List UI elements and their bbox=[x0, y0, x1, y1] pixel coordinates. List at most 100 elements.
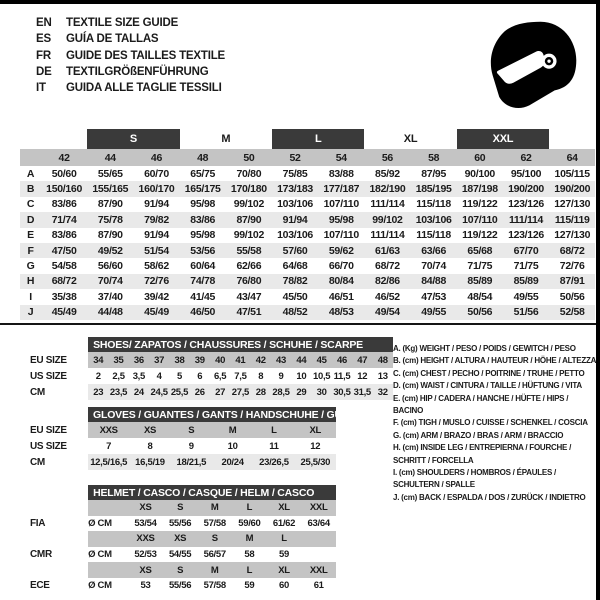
helmet-size-cell: XXL bbox=[301, 562, 336, 578]
shoe-us-cell: 10,5 bbox=[311, 368, 332, 384]
size-header-cell: 44 bbox=[87, 149, 134, 166]
size-cell: 107/110 bbox=[323, 229, 360, 242]
shoe-us-cell: 6,5 bbox=[209, 368, 231, 384]
size-cell: 44/48 bbox=[87, 304, 134, 320]
helmet-value-cell: 53/54 bbox=[128, 515, 163, 532]
size-cell: 76/80 bbox=[225, 273, 272, 290]
size-cell: 84/88 bbox=[410, 273, 457, 290]
size-cell: 72/76 bbox=[133, 273, 180, 290]
page-title-es: GUÍA DE TALLAS bbox=[66, 33, 159, 46]
shoe-cm-cell: 24,5 bbox=[149, 384, 170, 400]
shoe-us-cell: 11,5 bbox=[331, 368, 353, 384]
helmet-fia-values-row: FIA Ø CM 53/54 55/56 57/58 59/60 61/62 63/64 bbox=[20, 515, 336, 532]
size-cell: 79/82 bbox=[133, 212, 180, 228]
size-cell: 170/180 bbox=[225, 181, 272, 197]
helmet-value-cell: 54/55 bbox=[162, 546, 198, 563]
gloves-cm-row: CM 12,5/16,5 16,5/19 18/21,5 20/24 23/26,5 25… bbox=[20, 454, 336, 470]
row-label: F bbox=[20, 242, 41, 259]
page-title-de: TEXTILGRÖßENFÜHRUNG bbox=[66, 65, 209, 78]
size-cell: 85/92 bbox=[375, 167, 400, 180]
shoe-us-cell: 5 bbox=[169, 368, 190, 384]
row-label: C bbox=[26, 198, 35, 211]
gloves-title: GLOVES / GUANTES / GANTS / HANDSCHUHE / … bbox=[88, 407, 336, 422]
shoes-cm-row: CM 23 23,5 24 24,5 25,5 26 27 27,5 28 28,5 29 30 30,… bbox=[20, 384, 393, 400]
helmet-value-cell: 52/53 bbox=[128, 546, 163, 563]
size-cell: 60/64 bbox=[190, 260, 216, 273]
size-cell: 54/58 bbox=[51, 260, 77, 273]
shoe-cm-cell: 23,5 bbox=[108, 384, 129, 400]
glove-eu-cell: XS bbox=[129, 422, 171, 438]
row-label: J bbox=[20, 304, 41, 320]
legend-item: B. (cm) HEIGHT / ALTURA / HAUTEUR / HÖHE… bbox=[393, 356, 597, 366]
legend-item: G. (cm) ARM / BRAZO / BRAS / ARM / BRACC… bbox=[393, 430, 564, 440]
shoe-us-cell: 2 bbox=[88, 368, 109, 384]
row-label: B bbox=[20, 181, 41, 197]
shoe-eu-cell: 34 bbox=[88, 352, 109, 368]
legend-item: H. (cm) INSIDE LEG / ENTREPIERNA / FOURC… bbox=[393, 443, 572, 465]
diameter-label: Ø CM bbox=[88, 546, 129, 563]
helmet-size-cell: M bbox=[232, 531, 267, 547]
helmet-size-cell: S bbox=[162, 500, 198, 516]
size-cell: 83/86 bbox=[51, 198, 77, 211]
size-group-s: S bbox=[87, 129, 180, 149]
size-cell: 182/190 bbox=[364, 181, 411, 197]
lang-row-es: ES GUÍA DE TALLAS bbox=[36, 31, 225, 47]
size-cell: 68/72 bbox=[41, 273, 88, 290]
helmet-value-cell: 61 bbox=[301, 577, 336, 594]
main-size-table: S M L XL XXL 42 44 46 48 50 52 54 56 58 60 62 64 A … bbox=[20, 129, 596, 320]
glove-cm-cell: 23/26,5 bbox=[253, 454, 295, 470]
lang-code: IT bbox=[36, 82, 46, 95]
size-cell: 150/160 bbox=[41, 181, 88, 197]
helmet-header-row: HELMET / CASCO / CASQUE / HELM / CASCO bbox=[20, 485, 336, 500]
size-cell: 60/70 bbox=[144, 167, 169, 180]
shoe-eu-cell: 48 bbox=[372, 352, 393, 368]
size-cell: 49/52 bbox=[87, 242, 134, 259]
shoe-us-cell: 10 bbox=[291, 368, 312, 384]
size-cell: 71/75 bbox=[513, 260, 539, 273]
size-cell: 111/114 bbox=[370, 229, 405, 242]
legend-item: F. (cm) TIGH / MUSLO / CUISSE / SCHENKEL… bbox=[393, 418, 588, 428]
size-cell: 155/165 bbox=[87, 181, 134, 197]
size-cell: 160/170 bbox=[133, 181, 180, 197]
glove-eu-cell: M bbox=[211, 422, 254, 438]
glove-eu-cell: XXS bbox=[88, 422, 130, 438]
size-cell: 45/50 bbox=[282, 290, 308, 303]
sizes-header-row: 42 44 46 48 50 52 54 56 58 60 62 64 bbox=[20, 149, 596, 166]
table-row-j: J 45/49 44/48 45/49 46/50 47/51 48/52 48/53 49/… bbox=[20, 304, 596, 320]
size-header-cell: 52 bbox=[271, 149, 319, 166]
size-cell: 45/49 bbox=[41, 304, 88, 320]
legend-item: I. (cm) SHOULDERS / HOMBROS / ÉPAULES / … bbox=[393, 468, 557, 490]
eu-size-label: EU SIZE bbox=[20, 422, 89, 438]
shoe-cm-cell: 30 bbox=[311, 384, 332, 400]
shoe-eu-cell: 42 bbox=[250, 352, 271, 368]
lang-code: DE bbox=[36, 65, 52, 78]
size-cell: 190/200 bbox=[549, 181, 596, 197]
size-cell: 95/100 bbox=[510, 167, 542, 180]
shoes-header-row: SHOES/ ZAPATOS / CHAUSSURES / SCHUHE / S… bbox=[20, 337, 393, 352]
size-cell: 123/126 bbox=[508, 229, 544, 242]
size-header-cell: 54 bbox=[318, 149, 365, 166]
helmet-value-cell: 58 bbox=[232, 546, 267, 563]
glove-us-cell: 10 bbox=[211, 438, 254, 454]
page-title-it: GUIDA ALLE TAGLIE TESSILI bbox=[66, 82, 222, 95]
size-cell: 127/130 bbox=[554, 229, 591, 242]
shoe-cm-cell: 27 bbox=[209, 384, 231, 400]
size-cell: 111/114 bbox=[370, 198, 405, 211]
size-cell: 107/110 bbox=[456, 212, 503, 228]
shoe-us-cell: 4 bbox=[149, 368, 170, 384]
row-label: A bbox=[26, 167, 35, 180]
size-cell: 53/56 bbox=[179, 242, 226, 259]
size-cell: 71/75 bbox=[467, 260, 493, 273]
size-cell: 61/63 bbox=[364, 242, 411, 259]
glove-cm-cell: 18/21,5 bbox=[170, 454, 212, 470]
glove-eu-cell: XL bbox=[294, 422, 336, 438]
helmet-size-cell: S bbox=[162, 562, 198, 578]
size-cell: 47/51 bbox=[225, 304, 272, 320]
helmet-size-cell: M bbox=[197, 562, 233, 578]
size-cell: 127/130 bbox=[554, 198, 591, 211]
size-cell: 99/102 bbox=[233, 229, 265, 242]
helmet-size-table: HELMET / CASCO / CASQUE / HELM / CASCO X… bbox=[20, 485, 336, 594]
size-cell: 95/98 bbox=[318, 212, 365, 228]
size-cell: 51/56 bbox=[502, 304, 550, 320]
shoe-eu-cell: 35 bbox=[108, 352, 129, 368]
